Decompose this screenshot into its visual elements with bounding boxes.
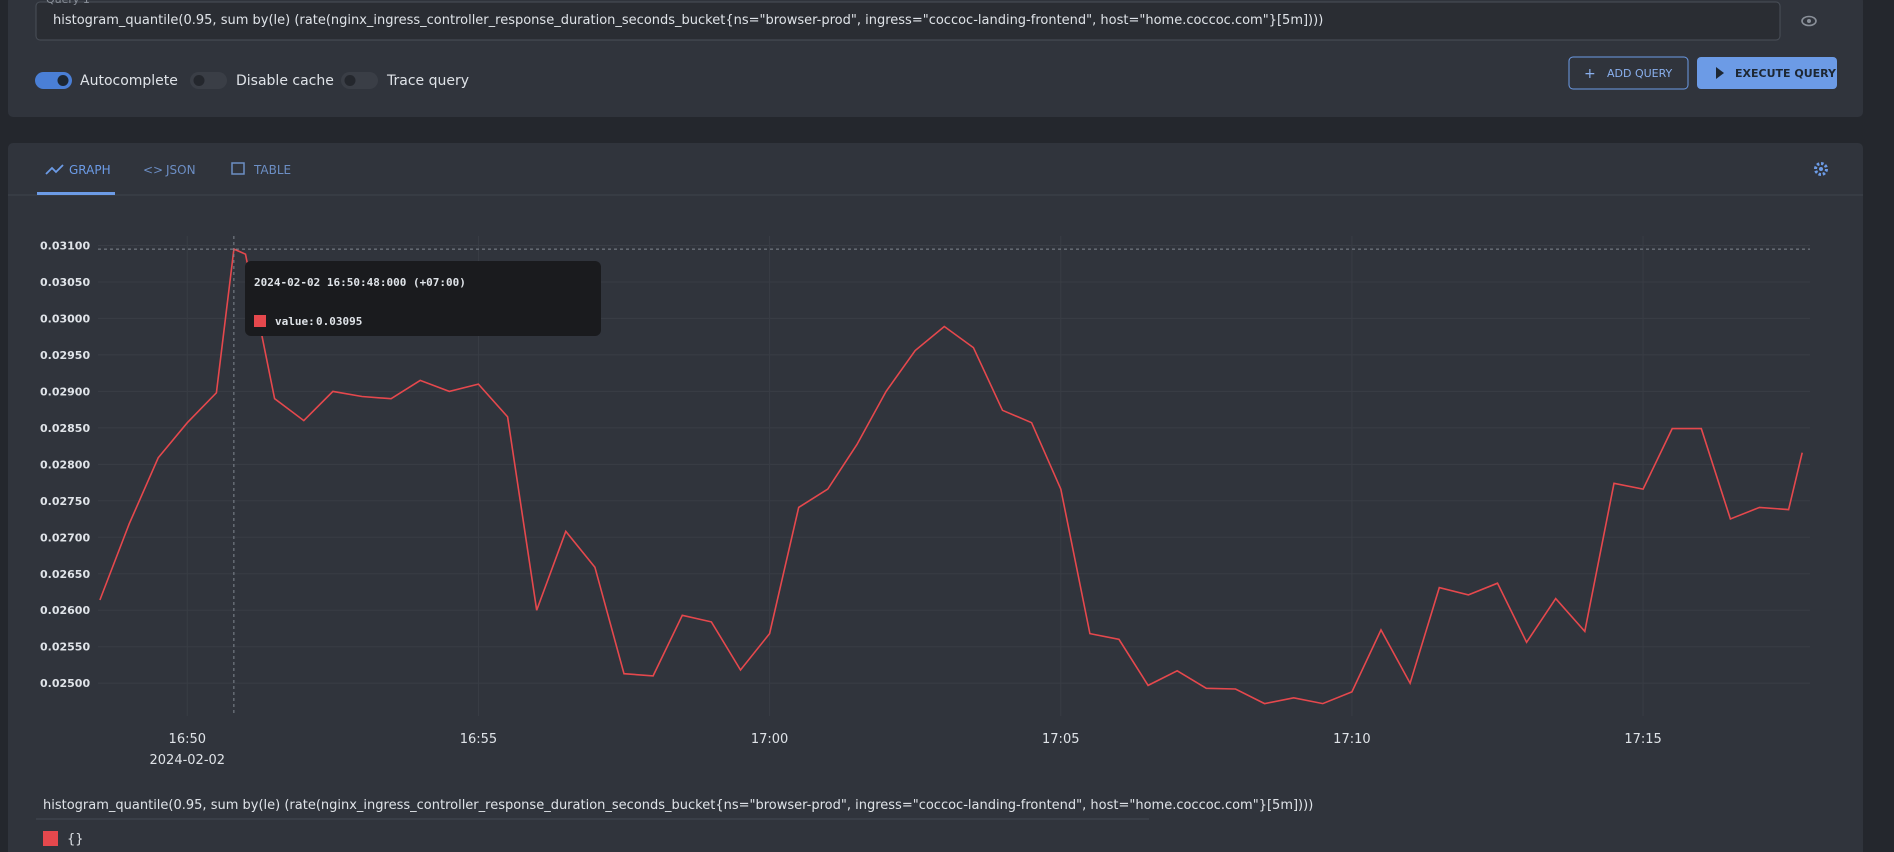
x-tick-label: 17:00	[751, 732, 788, 747]
query-input[interactable]	[35, 1, 1781, 41]
tab[interactable]: GRAPH	[69, 163, 111, 177]
button-label: ADD QUERY	[1607, 67, 1673, 80]
tab-icon: <>	[143, 163, 163, 177]
toggle-cache[interactable]	[190, 72, 227, 89]
y-tick-label: 0.03100	[40, 239, 90, 252]
legend-title: histogram_quantile(0.95, sum by(le) (rat…	[43, 798, 1313, 813]
x-tick-label: 16:50	[169, 732, 206, 747]
x-tick-label: 17:10	[1333, 732, 1370, 747]
tooltip-label: value:	[275, 315, 315, 328]
series-line	[99, 247, 1803, 705]
y-tick-label: 0.02600	[40, 604, 90, 617]
settings-icon[interactable]	[1814, 162, 1828, 176]
query-label: Query 1	[46, 0, 90, 6]
x-tick-label: 17:15	[1624, 732, 1661, 747]
tab[interactable]: JSON	[165, 163, 196, 177]
tooltip-box	[245, 261, 601, 336]
plot: 0.02500 0.02550 0.02600 0.02650 0.02700 0.027…	[36, 236, 1810, 847]
tab-icon	[231, 162, 245, 175]
y-tick-label: 0.02950	[40, 349, 90, 362]
x-tick-label: 17:05	[1042, 732, 1079, 747]
add-query-button[interactable]: + ADD QUERY	[1568, 56, 1689, 90]
legend-swatch	[43, 831, 58, 846]
y-tick-label: 0.02500	[40, 677, 90, 690]
button-label: EXECUTE QUERY	[1735, 67, 1837, 80]
svg-text:+: +	[1584, 66, 1596, 82]
toggle-autocomplete[interactable]	[35, 72, 72, 89]
tooltip-time: 2024-02-02 16:50:48:000 (+07:00)	[254, 276, 466, 289]
x-date-label: 2024-02-02	[150, 753, 226, 768]
tooltip-swatch	[254, 315, 266, 327]
y-tick-label: 0.02750	[40, 495, 90, 508]
toggle-label: Autocomplete	[80, 73, 178, 89]
tab-underline	[37, 192, 115, 195]
y-tick-label: 0.03050	[40, 276, 90, 289]
y-tick-label: 0.02850	[40, 422, 90, 435]
tooltip-value: 0.03095	[316, 315, 362, 328]
toggle-label: Trace query	[386, 73, 469, 89]
y-tick-label: 0.02900	[40, 385, 90, 398]
legend-label: {}	[67, 832, 84, 847]
toggle-trace[interactable]	[341, 72, 378, 89]
y-tick-label: 0.02700	[40, 531, 90, 544]
execute-button[interactable]: EXECUTE QUERY	[1697, 57, 1837, 89]
y-tick-label: 0.02800	[40, 458, 90, 471]
graph-icon	[45, 164, 64, 175]
toggle-label: Disable cache	[236, 73, 334, 89]
y-tick-label: 0.02650	[40, 568, 90, 581]
x-tick-label: 16:55	[460, 732, 497, 747]
tab[interactable]: TABLE	[253, 163, 291, 177]
query-text: histogram_quantile(0.95, sum by(le) (rat…	[53, 13, 1323, 28]
eye-icon[interactable]	[1801, 15, 1817, 27]
y-tick-label: 0.02550	[40, 641, 90, 654]
y-tick-label: 0.03000	[40, 312, 90, 325]
